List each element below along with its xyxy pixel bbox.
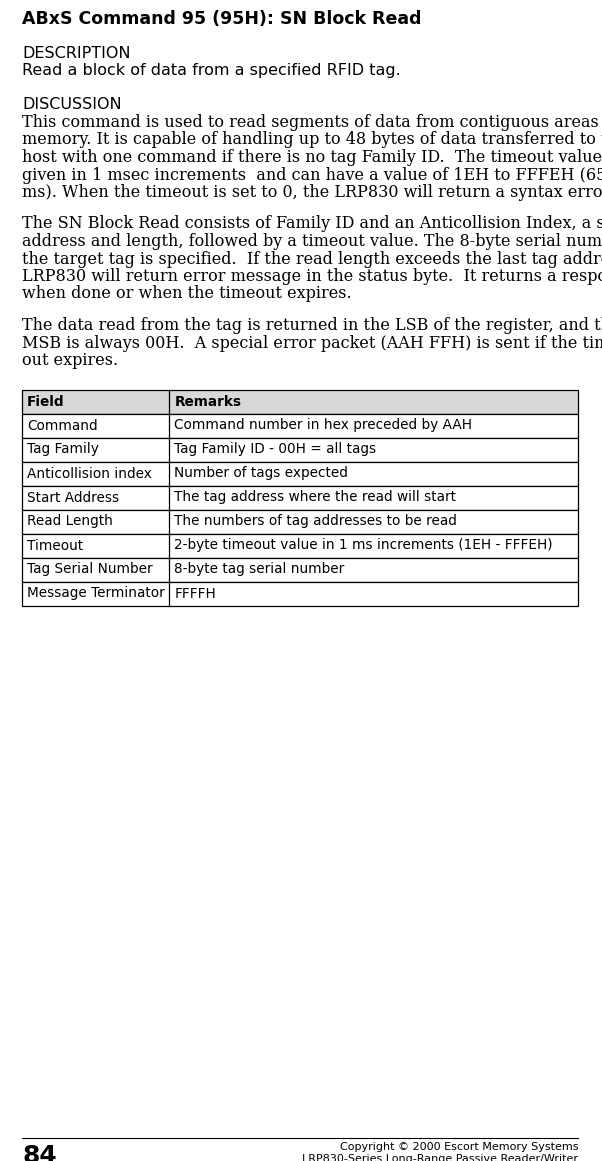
Text: Command: Command — [27, 418, 98, 433]
Text: The SN Block Read consists of Family ID and an Anticollision Index, a start: The SN Block Read consists of Family ID … — [22, 216, 602, 232]
Bar — [22, 438, 578, 462]
Text: Field: Field — [27, 395, 64, 409]
Text: when done or when the timeout expires.: when done or when the timeout expires. — [22, 286, 352, 303]
Bar — [22, 557, 578, 582]
Text: 8-byte tag serial number: 8-byte tag serial number — [175, 562, 344, 577]
Text: out expires.: out expires. — [22, 352, 118, 369]
Text: Number of tags expected: Number of tags expected — [175, 467, 348, 481]
Text: host with one command if there is no tag Family ID.  The timeout value is: host with one command if there is no tag… — [22, 149, 602, 166]
Text: the target tag is specified.  If the read length exceeds the last tag address, t: the target tag is specified. If the read… — [22, 251, 602, 267]
Text: Read a block of data from a specified RFID tag.: Read a block of data from a specified RF… — [22, 63, 401, 78]
Text: ABxS Command 95 (95H): SN Block Read: ABxS Command 95 (95H): SN Block Read — [22, 10, 421, 28]
Text: MSB is always 00H.  A special error packet (AAH FFH) is sent if the time-: MSB is always 00H. A special error packe… — [22, 334, 602, 352]
Text: Tag Family ID - 00H = all tags: Tag Family ID - 00H = all tags — [175, 442, 376, 456]
Text: 2-byte timeout value in 1 ms increments (1EH - FFFEH): 2-byte timeout value in 1 ms increments … — [175, 539, 553, 553]
Text: address and length, followed by a timeout value. The 8-byte serial number of: address and length, followed by a timeou… — [22, 233, 602, 250]
Text: Tag Serial Number: Tag Serial Number — [27, 562, 153, 577]
Text: LRP830-Series Long-Range Passive Reader/Writer: LRP830-Series Long-Range Passive Reader/… — [302, 1154, 578, 1161]
Text: Tag Family: Tag Family — [27, 442, 99, 456]
Bar — [22, 582, 578, 606]
Text: The data read from the tag is returned in the LSB of the register, and the: The data read from the tag is returned i… — [22, 317, 602, 334]
Text: Timeout: Timeout — [27, 539, 83, 553]
Text: Remarks: Remarks — [175, 395, 241, 409]
Text: Start Address: Start Address — [27, 490, 119, 505]
Text: 84: 84 — [22, 1144, 57, 1161]
Bar — [22, 510, 578, 534]
Text: Command number in hex preceded by AAH: Command number in hex preceded by AAH — [175, 418, 473, 433]
Text: DESCRIPTION: DESCRIPTION — [22, 46, 131, 62]
Text: ms). When the timeout is set to 0, the LRP830 will return a syntax error.: ms). When the timeout is set to 0, the L… — [22, 183, 602, 201]
Text: The numbers of tag addresses to be read: The numbers of tag addresses to be read — [175, 514, 457, 528]
Bar — [22, 462, 578, 485]
Bar — [22, 413, 578, 438]
Text: memory. It is capable of handling up to 48 bytes of data transferred to the: memory. It is capable of handling up to … — [22, 131, 602, 149]
Text: Copyright © 2000 Escort Memory Systems: Copyright © 2000 Escort Memory Systems — [340, 1142, 578, 1152]
Text: This command is used to read segments of data from contiguous areas of tag: This command is used to read segments of… — [22, 114, 602, 131]
Text: LRP830 will return error message in the status byte.  It returns a response: LRP830 will return error message in the … — [22, 268, 602, 284]
Bar — [22, 534, 578, 557]
Text: Message Terminator: Message Terminator — [27, 586, 165, 600]
Text: The tag address where the read will start: The tag address where the read will star… — [175, 490, 456, 505]
Text: Anticollision index: Anticollision index — [27, 467, 152, 481]
Text: DISCUSSION: DISCUSSION — [22, 98, 122, 111]
Text: given in 1 msec increments  and can have a value of 1EH to FFFEH (65,534: given in 1 msec increments and can have … — [22, 166, 602, 183]
Text: Read Length: Read Length — [27, 514, 113, 528]
Bar — [22, 485, 578, 510]
Bar — [22, 389, 578, 413]
Text: FFFFH: FFFFH — [175, 586, 216, 600]
